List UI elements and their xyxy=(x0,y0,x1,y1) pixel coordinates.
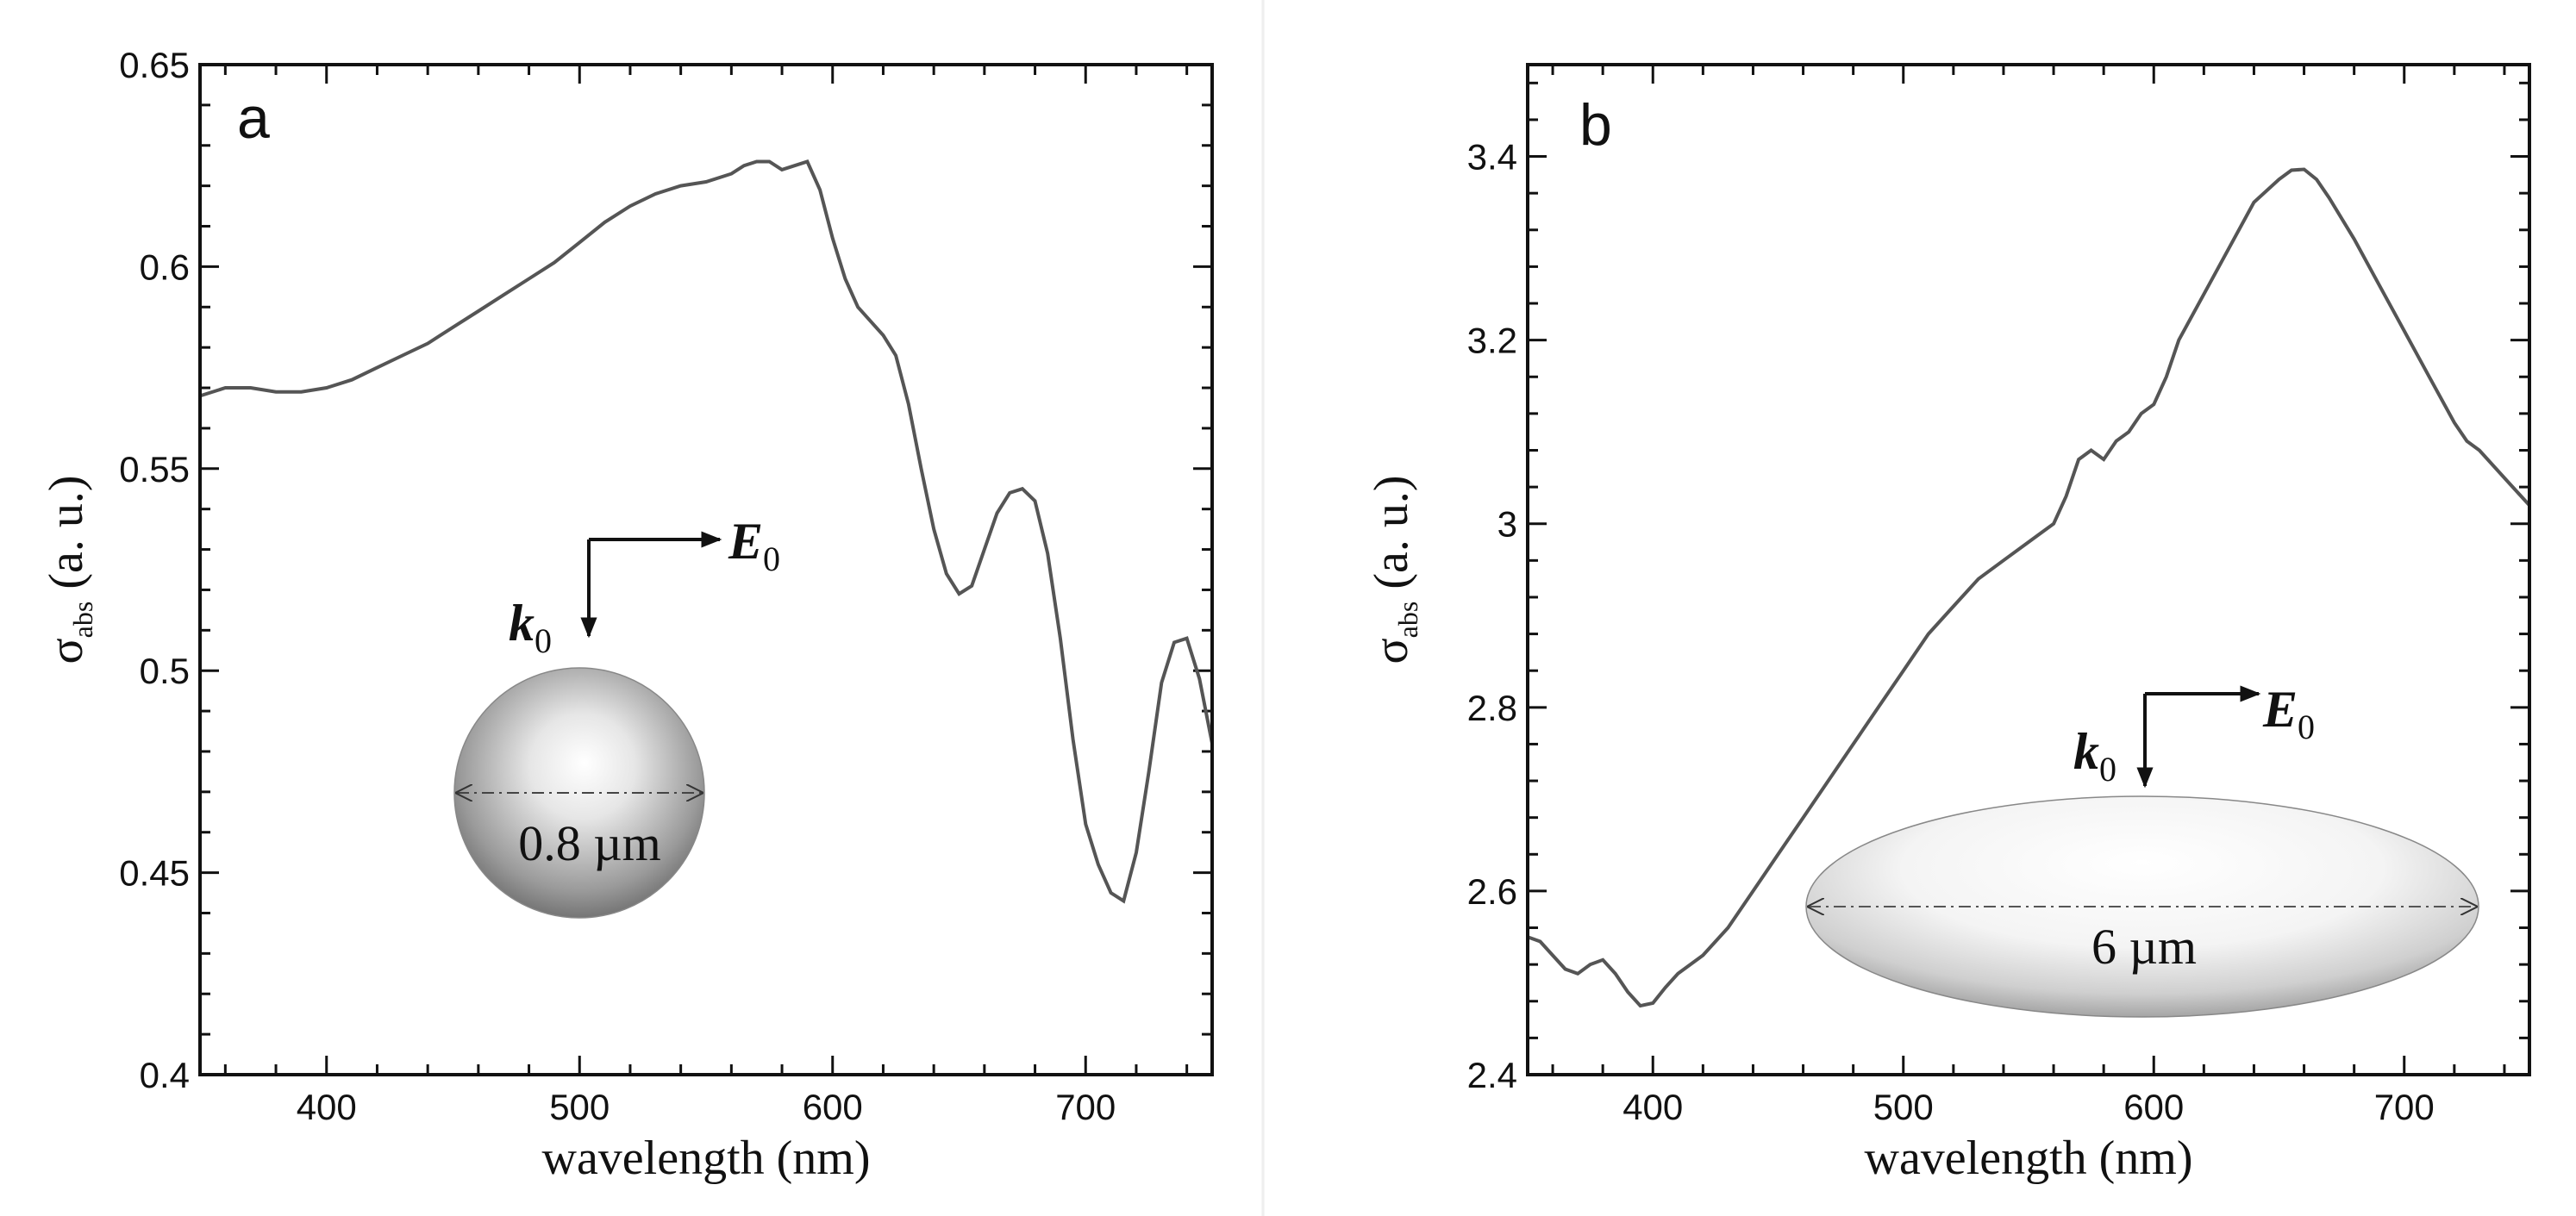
panel-a-size-label: 0.8 µm xyxy=(518,815,661,871)
panel-b-ytick-label: 3.2 xyxy=(1467,321,1517,361)
panel-a-ylabel: σabs (a. u.) xyxy=(40,476,98,664)
panel-b-ytick-label: 3.4 xyxy=(1467,137,1517,178)
panel-a-ticks: 400 500 600 700 0.4 0.45 0.5 0.55 0.6 0.65 xyxy=(119,45,1212,1127)
panel-a-ytick-label: 0.65 xyxy=(119,45,190,85)
panel-a-e-label: E0 xyxy=(728,513,780,578)
panel-b-ticks: 400 500 600 700 2.4 2.6 2.8 3 3.2 3.4 xyxy=(1467,65,2529,1127)
panel-b-xlabel: wavelength (nm) xyxy=(1865,1132,2193,1185)
panel-a-ytick-label: 0.45 xyxy=(119,853,190,894)
panel-a: 400 500 600 700 0.4 0.45 0.5 0.55 0.6 0.65 a wave… xyxy=(40,45,1214,1185)
panel-b: 400 500 600 700 2.4 2.6 2.8 3 3.2 3.4 b wavelengt… xyxy=(1365,63,2531,1185)
panel-b-series-line xyxy=(1527,167,2531,1008)
panel-b-xtick-label: 400 xyxy=(1623,1087,1683,1127)
panel-a-inset: E0 k0 0.8 µm xyxy=(453,513,780,919)
panel-b-size-label: 6 µm xyxy=(2091,919,2197,975)
panel-b-xtick-label: 700 xyxy=(2374,1087,2435,1127)
panel-a-letter: a xyxy=(237,85,270,151)
panel-a-xtick-label: 400 xyxy=(297,1087,357,1127)
panel-b-ylabel-sigma: σ xyxy=(1365,638,1418,664)
panel-a-xlabel: wavelength (nm) xyxy=(542,1132,871,1185)
panel-b-e-label: E0 xyxy=(2262,681,2315,746)
panel-b-k-label: k0 xyxy=(2073,723,2116,789)
panel-a-k-label: k0 xyxy=(509,595,552,660)
panel-a-xtick-label: 600 xyxy=(803,1087,863,1127)
panel-a-ytick-label: 0.4 xyxy=(140,1055,190,1095)
panel-a-ylabel-sub: abs xyxy=(67,602,98,639)
panel-a-ytick-label: 0.55 xyxy=(119,449,190,490)
panel-a-plot-frame xyxy=(198,63,1214,1076)
panel-b-ylabel: σabs (a. u.) xyxy=(1365,476,1423,664)
panel-a-series-line xyxy=(199,159,1214,904)
panel-b-ytick-label: 2.8 xyxy=(1467,688,1517,728)
panel-a-xtick-label: 700 xyxy=(1055,1087,1116,1127)
panel-b-inset: E0 k0 6 µm xyxy=(1805,681,2479,1018)
panel-a-ytick-label: 0.6 xyxy=(140,246,190,287)
panel-b-ylabel-sub: abs xyxy=(1392,602,1423,639)
panel-b-ytick-label: 3 xyxy=(1497,504,1517,545)
panel-b-ylabel-unit: (a. u.) xyxy=(1365,476,1418,589)
panel-b-xtick-label: 500 xyxy=(1873,1087,1934,1127)
panel-a-ylabel-sigma: σ xyxy=(40,638,93,664)
panel-a-ylabel-unit: (a. u.) xyxy=(40,476,93,589)
svg-text:σabs(a. u.): σabs (a. u.) xyxy=(40,476,98,664)
panel-b-xtick-label: 600 xyxy=(2123,1087,2184,1127)
panel-a-xtick-label: 500 xyxy=(549,1087,610,1127)
svg-text:σabs(a. u.): σabs (a. u.) xyxy=(1365,476,1423,664)
panel-b-ytick-label: 2.6 xyxy=(1467,871,1517,912)
panel-b-plot-frame xyxy=(1526,63,2531,1076)
panel-b-letter: b xyxy=(1579,92,1612,158)
panel-b-ytick-label: 2.4 xyxy=(1467,1055,1517,1095)
panel-a-ytick-label: 0.5 xyxy=(140,651,190,691)
